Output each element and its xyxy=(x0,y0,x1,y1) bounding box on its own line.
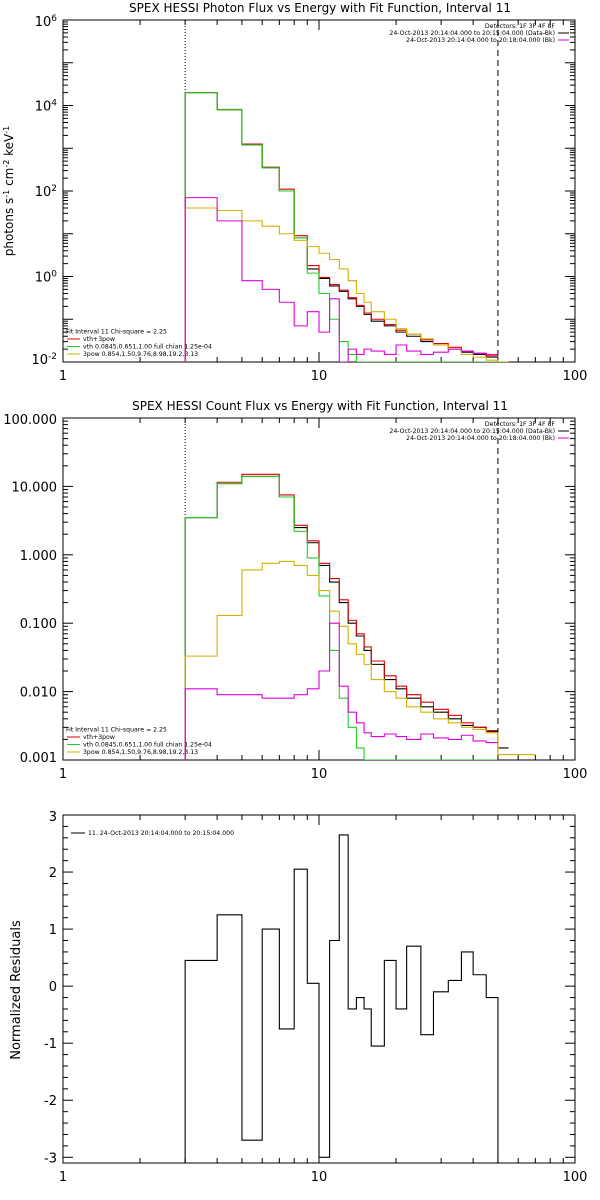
residuals-y-tick-label: -2 xyxy=(44,1094,57,1109)
count-flux-y-tick-label: 100.000 xyxy=(3,413,57,428)
count-flux-series-2 xyxy=(184,475,498,760)
residuals-panel: Normalized Residuals 1 10 100 -3 -2 -1 0 1 2 3 11.… xyxy=(9,810,587,1185)
photon-flux-panel: SPEX HESSI Photon Flux vs Energy with Fi… xyxy=(2,1,588,384)
photon-flux-y-tick-label: 104 xyxy=(35,99,58,115)
count-flux-legend-top-right-1: 24-Oct-2013 20:14:04.000 to 20:15:04.000… xyxy=(389,428,555,435)
count-flux-panel: SPEX HESSI Count Flux vs Energy with Fit… xyxy=(3,399,587,782)
residuals-y-tick-label: -1 xyxy=(44,1037,57,1052)
count-flux-series-4 xyxy=(184,622,498,760)
photon-flux-y-tick-label: 106 xyxy=(35,14,58,30)
count-flux-y-tick-label: 0.010 xyxy=(20,686,57,701)
count-flux-y-tick-label: 0.001 xyxy=(20,751,57,766)
count-flux-y-tick-label: 0.100 xyxy=(20,617,57,632)
count-flux-series-1 xyxy=(184,473,498,760)
photon-flux-series-3 xyxy=(184,207,509,362)
photon-flux-title: SPEX HESSI Photon Flux vs Energy with Fi… xyxy=(129,1,511,15)
photon-flux-legend-bottom-left-1: vth+3pow xyxy=(83,336,115,343)
count-flux-y-tick-label: 10.000 xyxy=(12,480,58,495)
residuals-y-tick-label: 3 xyxy=(49,810,57,825)
count-flux-legend-top-right-0: Detectors: 1F 3F 4F 8F xyxy=(485,421,556,428)
count-flux-title: SPEX HESSI Count Flux vs Energy with Fit… xyxy=(132,399,508,413)
residuals-series-0 xyxy=(184,834,499,1163)
photon-flux-legend-bottom-left-3: 3pow 0.854,1.50,9.76,8.98,19.2,3.13 xyxy=(83,351,198,358)
photon-flux-y-tick-label: 102 xyxy=(35,184,57,200)
residuals-x-tick-label: 10 xyxy=(311,1170,328,1185)
photon-flux-legend-top-right-0: Detectors: 1F 3F 4F 8F xyxy=(485,23,556,30)
photon-flux-series-2 xyxy=(184,92,498,362)
photon-flux-x-tick-label: 1 xyxy=(59,369,67,384)
residuals-y-tick-label: 0 xyxy=(49,980,57,995)
photon-flux-x-tick-label: 10 xyxy=(311,369,328,384)
residuals-x-tick-label: 1 xyxy=(59,1170,67,1185)
count-flux-x-tick-label: 10 xyxy=(311,767,328,782)
photon-flux-legend-bottom-left-0: Fit Interval 11 Chi-square = 2.25 xyxy=(66,329,167,336)
count-flux-legend-bottom-left-3: 3pow 0.854,1.50,9.76,8.98,19.2,3.13 xyxy=(83,749,198,756)
count-flux-x-tick-label: 100 xyxy=(563,767,588,782)
photon-flux-y-tick-label: 100 xyxy=(35,270,58,286)
residuals-y-tick-label: 1 xyxy=(49,923,57,938)
residuals-y-tick-label: -3 xyxy=(44,1151,57,1166)
photon-flux-legend-top-right-2: 24-Oct-2013 20:14:04.000 to 20:18:04.000… xyxy=(406,37,555,44)
photon-flux-legend-top-right-1: 24-Oct-2013 20:14:04.000 to 20:15:04.000… xyxy=(389,30,555,37)
count-flux-x-tick-label: 1 xyxy=(59,767,67,782)
photon-flux-series-0 xyxy=(184,92,498,362)
photon-flux-legend-bottom-left-2: vth 0.0845,0.651,1.00 full chian 1.25e-0… xyxy=(83,344,212,351)
residuals-y-axis-label: Normalized Residuals xyxy=(9,920,24,1060)
photon-flux-y-axis-label: photons s-1 cm-2 keV-1 xyxy=(2,126,17,257)
count-flux-series-0 xyxy=(184,475,509,760)
photon-flux-series-1 xyxy=(184,92,498,362)
count-flux-legend-top-right-2: 24-Oct-2013 20:14:04.000 to 20:18:04.000… xyxy=(406,435,555,442)
count-flux-legend-bottom-left-0: Fit Interval 11 Chi-square = 2.25 xyxy=(66,727,167,734)
count-flux-legend-bottom-left-2: vth 0.0845,0.651,1.00 full chian 1.25e-0… xyxy=(83,742,212,749)
count-flux-series-3 xyxy=(184,560,536,760)
residuals-legend-top-left-0: 11. 24-Oct-2013 20:14:04.000 to 20:15:04… xyxy=(88,830,234,837)
residuals-x-tick-label: 100 xyxy=(563,1170,588,1185)
residuals-y-tick-label: 2 xyxy=(49,866,57,881)
photon-flux-series-4 xyxy=(184,197,498,362)
count-flux-legend-bottom-left-1: vth+3pow xyxy=(83,734,115,741)
photon-flux-y-tick-label: 10-2 xyxy=(31,352,57,368)
count-flux-y-tick-label: 1.000 xyxy=(20,549,57,564)
photon-flux-x-tick-label: 100 xyxy=(563,369,588,384)
